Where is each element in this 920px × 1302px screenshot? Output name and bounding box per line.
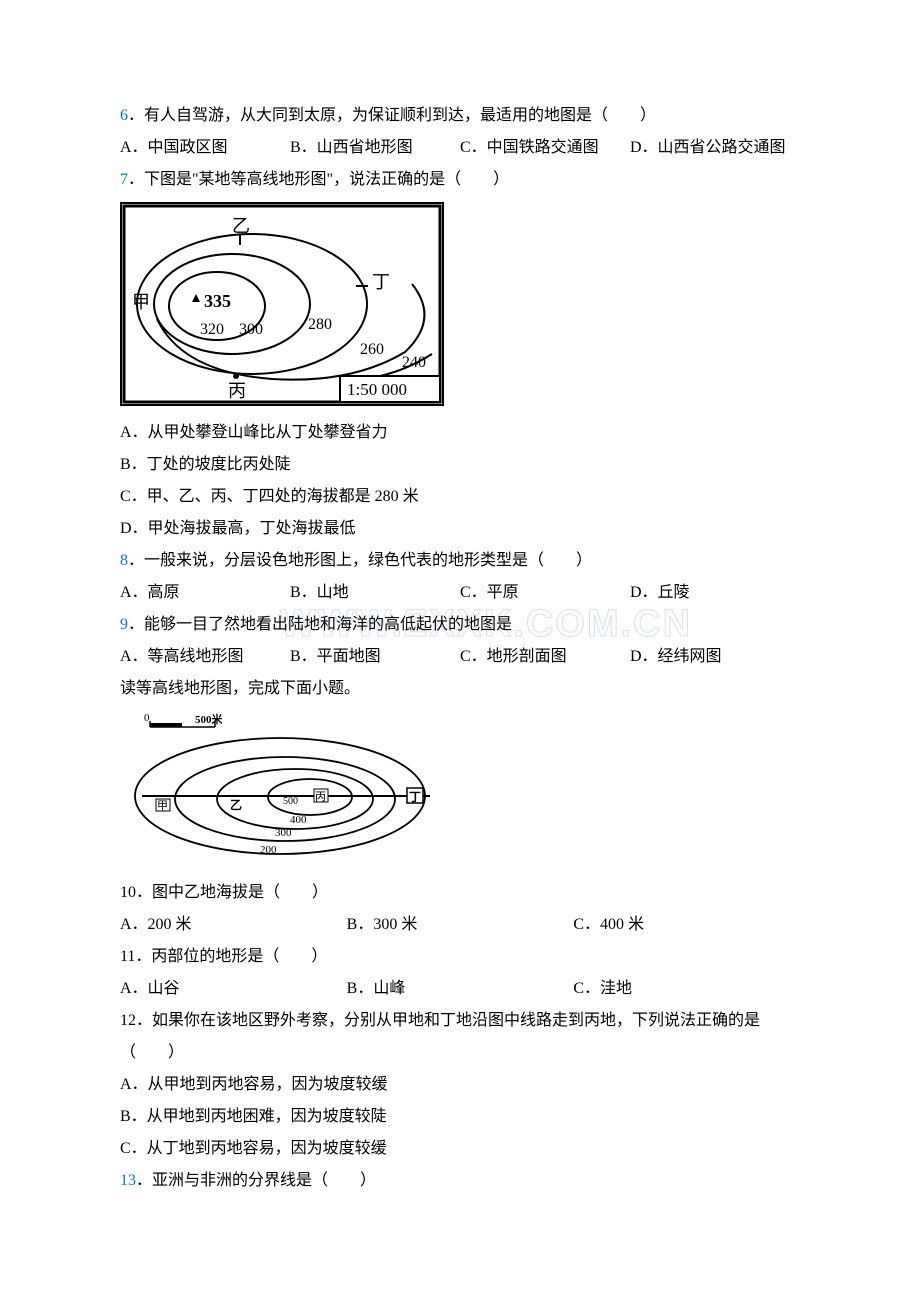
q6-number: 6: [120, 107, 128, 124]
q9-text: ．能够一目了然地看出陆地和海洋的高低起伏的地图是: [128, 616, 512, 633]
q6-line: 6．有人自驾游，从大同到太原，为保证顺利到达，最适用的地图是（ ）: [120, 100, 800, 132]
q9-choices: A．等高线地形图 B．平面地图 C．地形剖面图 D．经纬网图: [120, 641, 800, 673]
q11-choices: A．山谷 B．山峰 C．洼地: [120, 973, 800, 1005]
fig10-scale-left: 0: [144, 712, 150, 724]
q9-number: 9: [120, 616, 128, 633]
q7-number: 7: [120, 171, 128, 188]
q8-d: D．丘陵: [630, 577, 800, 609]
fig7-jia: 甲: [132, 292, 150, 312]
q10-c: C．400 米: [573, 909, 800, 941]
q12-number: 12: [120, 1012, 136, 1029]
fig10-jia: 甲: [157, 800, 168, 812]
q13-text: ．亚洲与非洲的分界线是（ ）: [136, 1172, 376, 1189]
q9-c: C．地形剖面图: [460, 641, 630, 673]
fig7-yi: 乙: [232, 216, 250, 236]
q10-line: 10．图中乙地海拔是（ ）: [120, 877, 800, 909]
fig10-ding: 丁: [409, 790, 421, 804]
q7-c: C．甲、乙、丙、丁四处的海拔都是 280 米: [120, 481, 800, 513]
figure-7: 335 320 300 280 260 240 甲 乙 丙 丁 1:50 000: [120, 202, 444, 406]
fig10-yi: 乙: [230, 798, 242, 812]
fig7-ding: 丁: [372, 272, 390, 292]
q12-b: B．从甲地到丙地困难，因为坡度较陡: [120, 1101, 800, 1133]
q8-number: 8: [120, 552, 128, 569]
stem: 读等高线地形图，完成下面小题。: [120, 673, 800, 705]
fig7-300: 300: [239, 321, 263, 338]
q12-line: 12．如果你在该地区野外考察，分别从甲地和丁地沿图中线路走到丙地，下列说法正确的…: [120, 1005, 800, 1069]
q10-text: ．图中乙地海拔是（ ）: [136, 884, 328, 901]
fig7-280: 280: [308, 316, 332, 333]
q8-a: A．高原: [120, 577, 290, 609]
q13-number: 13: [120, 1172, 136, 1189]
q8-text: ．一般来说，分层设色地形图上，绿色代表的地形类型是（ ）: [128, 552, 592, 569]
q9-a: A．等高线地形图: [120, 641, 290, 673]
q9-d: D．经纬网图: [630, 641, 800, 673]
fig10-300: 300: [275, 827, 292, 839]
fig7-320: 320: [200, 321, 224, 338]
fig10-scale-right: 500米: [195, 712, 224, 726]
q10-choices: A．200 米 B．300 米 C．400 米: [120, 909, 800, 941]
fig7-bing: 丙: [228, 381, 246, 401]
q10-a: A．200 米: [120, 909, 347, 941]
fig10-500: 500: [283, 796, 298, 807]
q11-line: 11．丙部位的地形是（ ）: [120, 941, 800, 973]
fig7-scale: 1:50 000: [347, 380, 407, 399]
fig10-bing: 丙: [315, 791, 326, 803]
q6-text: ．有人自驾游，从大同到太原，为保证顺利到达，最适用的地图是（ ）: [128, 107, 656, 124]
fig7-peak: 335: [204, 291, 231, 311]
q10-number: 10: [120, 884, 136, 901]
q8-b: B．山地: [290, 577, 460, 609]
q7-d: D．甲处海拔最高，丁处海拔最低: [120, 513, 800, 545]
q6-d: D．山西省公路交通图: [630, 132, 800, 164]
q7-line: 7．下图是"某地等高线地形图"，说法正确的是（ ）: [120, 164, 800, 196]
fig10-400: 400: [290, 814, 307, 826]
fig10-200: 200: [260, 844, 277, 856]
q6-choices: A．中国政区图 B．山西省地形图 C．中国铁路交通图 D．山西省公路交通图: [120, 132, 800, 164]
q9-b: B．平面地图: [290, 641, 460, 673]
q12-a: A．从甲地到丙地容易，因为坡度较缓: [120, 1069, 800, 1101]
q8-c: C．平原: [460, 577, 630, 609]
q6-b: B．山西省地形图: [290, 132, 460, 164]
q11-c: C．洼地: [573, 973, 800, 1005]
q7-text: ．下图是"某地等高线地形图"，说法正确的是（ ）: [128, 171, 509, 188]
q11-text: ．丙部位的地形是（ ）: [135, 948, 327, 965]
q6-c: C．中国铁路交通图: [460, 132, 630, 164]
figure-10: 0 500米 甲 乙 500 丙 丁 400 300 200: [120, 711, 800, 871]
q7-b: B．丁处的坡度比丙处陡: [120, 449, 800, 481]
fig7-240: 240: [402, 354, 426, 371]
q8-choices: A．高原 B．山地 C．平原 D．丘陵: [120, 577, 800, 609]
q9-line: 9．能够一目了然地看出陆地和海洋的高低起伏的地图是: [120, 609, 800, 641]
q10-b: B．300 米: [347, 909, 574, 941]
q11-number: 11: [120, 948, 135, 965]
fig7-260: 260: [360, 341, 384, 358]
q11-b: B．山峰: [347, 973, 574, 1005]
q11-a: A．山谷: [120, 973, 347, 1005]
q7-a: A．从甲处攀登山峰比从丁处攀登省力: [120, 417, 800, 449]
q12-text: ．如果你在该地区野外考察，分别从甲地和丁地沿图中线路走到丙地，下列说法正确的是（…: [120, 1012, 760, 1061]
q8-line: 8．一般来说，分层设色地形图上，绿色代表的地形类型是（ ）: [120, 545, 800, 577]
q6-a: A．中国政区图: [120, 132, 290, 164]
q12-c: C．从丁地到丙地容易，因为坡度较缓: [120, 1133, 800, 1165]
q13-line: 13．亚洲与非洲的分界线是（ ）: [120, 1165, 800, 1197]
